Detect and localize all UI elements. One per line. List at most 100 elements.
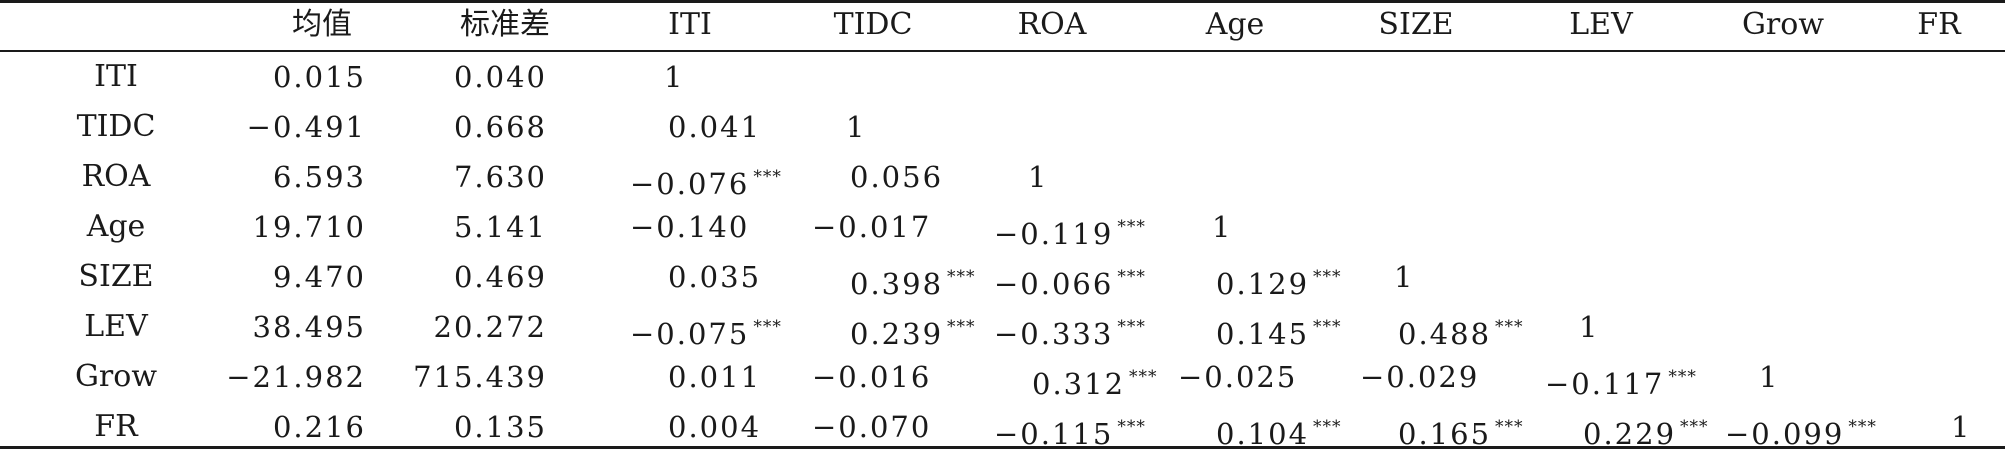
header-corner	[22, 0, 202, 50]
correlation-cell: 1	[1579, 302, 1599, 352]
cell-value: −0.117	[1545, 367, 1665, 401]
std-cell: 7.630	[347, 152, 547, 202]
cell-value: −0.119	[994, 217, 1114, 251]
cell-value: −0.333	[994, 317, 1114, 351]
correlation-cell: 0.239 ***	[850, 302, 976, 352]
cell-value: 7.630	[453, 160, 547, 194]
mean-cell: 19.710	[166, 202, 366, 252]
cell-value: 0.104	[1216, 417, 1310, 451]
significance-stars: ***	[1117, 317, 1146, 337]
significance-stars: ***	[1848, 417, 1877, 437]
cell-value: 0.668	[453, 110, 547, 144]
cell-value: −0.140	[630, 210, 750, 244]
significance-stars: ***	[947, 267, 976, 287]
cell-value: 0.488	[1398, 317, 1492, 351]
significance-stars: ***	[1495, 417, 1524, 437]
cell-value: 0.035	[668, 260, 762, 294]
correlation-cell: 0.165 ***	[1398, 402, 1524, 452]
std-cell: 0.469	[347, 252, 547, 302]
cell-value: 0.129	[1216, 267, 1310, 301]
correlation-cell: −0.333 ***	[994, 302, 1146, 352]
column-header: Age	[1205, 7, 1265, 42]
cell-value: 1	[1579, 310, 1600, 344]
std-cell: 0.135	[347, 402, 547, 452]
correlation-cell: 1	[1028, 152, 1048, 202]
std-cell: 20.272	[347, 302, 547, 352]
column-header: TIDC	[833, 7, 913, 42]
correlation-cell: 1	[1951, 402, 1971, 452]
cell-value: 1	[1394, 260, 1415, 294]
significance-stars: ***	[1313, 417, 1342, 437]
cell-value: 0.398	[850, 267, 944, 301]
column-header: Grow	[1741, 7, 1825, 42]
correlation-cell: 0.398 ***	[850, 252, 976, 302]
cell-value: 19.710	[252, 210, 366, 244]
significance-stars: ***	[1129, 367, 1158, 387]
cell-value: 0.041	[668, 110, 762, 144]
cell-value: −0.017	[812, 210, 932, 244]
correlation-cell: −0.099 ***	[1725, 402, 1877, 452]
correlation-cell: 0.488 ***	[1398, 302, 1524, 352]
cell-value: 0.135	[453, 410, 547, 444]
column-header: FR	[1917, 7, 1961, 42]
correlation-cell: −0.117 ***	[1545, 352, 1697, 402]
mean-cell: 9.470	[166, 252, 366, 302]
correlation-cell: 0.004	[668, 402, 761, 452]
cell-value: −0.075	[630, 317, 750, 351]
std-cell: 0.668	[347, 102, 547, 152]
cell-value: 1	[1759, 360, 1780, 394]
cell-value: −0.076	[630, 167, 750, 201]
significance-stars: ***	[1313, 317, 1342, 337]
cell-value: 1	[846, 110, 867, 144]
correlation-cell: −0.017	[812, 202, 931, 252]
cell-value: 6.593	[272, 160, 366, 194]
cell-value: −0.029	[1360, 360, 1480, 394]
significance-stars: ***	[1117, 217, 1146, 237]
header-rule	[0, 50, 2005, 52]
std-cell: 0.040	[347, 52, 547, 102]
significance-stars: ***	[1313, 267, 1342, 287]
row-label: SIZE	[78, 259, 154, 294]
correlation-cell: 0.104 ***	[1216, 402, 1342, 452]
mean-cell: 0.216	[166, 402, 366, 452]
cell-value: 1	[1028, 160, 1049, 194]
cell-value: −0.016	[812, 360, 932, 394]
column-header: 均值	[292, 7, 352, 42]
correlation-cell: −0.070	[812, 402, 931, 452]
cell-value: 5.141	[453, 210, 547, 244]
correlation-cell: 0.229 ***	[1583, 402, 1709, 452]
column-header: 标准差	[460, 7, 550, 42]
cell-value: 0.229	[1583, 417, 1677, 451]
cell-value: −0.066	[994, 267, 1114, 301]
cell-value: 0.312	[1032, 367, 1126, 401]
correlation-cell: 0.011	[668, 352, 761, 402]
mean-cell: −0.491	[166, 102, 366, 152]
correlation-cell: 0.056	[850, 152, 943, 202]
significance-stars: ***	[1117, 267, 1146, 287]
significance-stars: ***	[753, 317, 782, 337]
significance-stars: ***	[1680, 417, 1709, 437]
cell-value: 1	[1951, 410, 1972, 444]
row-label: ITI	[94, 59, 138, 94]
correlation-cell: 0.145 ***	[1216, 302, 1342, 352]
cell-value: 0.469	[453, 260, 547, 294]
mean-cell: 0.015	[166, 52, 366, 102]
cell-value: 0.011	[668, 360, 762, 394]
correlation-cell: 1	[664, 52, 684, 102]
significance-stars: ***	[947, 317, 976, 337]
row-label: Age	[86, 209, 146, 244]
correlation-cell: −0.119 ***	[994, 202, 1146, 252]
cell-value: 20.272	[433, 310, 547, 344]
column-header: ROA	[1017, 7, 1087, 42]
cell-value: −0.070	[812, 410, 932, 444]
correlation-cell: −0.029	[1360, 352, 1479, 402]
cell-value: 1	[664, 60, 685, 94]
cell-value: 715.439	[413, 360, 547, 394]
correlation-cell: 1	[1212, 202, 1232, 252]
cell-value: 9.470	[272, 260, 366, 294]
column-header: LEV	[1569, 7, 1633, 42]
std-cell: 715.439	[347, 352, 547, 402]
correlation-cell: 0.041	[668, 102, 761, 152]
correlation-cell: 1	[1394, 252, 1414, 302]
correlation-cell: −0.066 ***	[994, 252, 1146, 302]
